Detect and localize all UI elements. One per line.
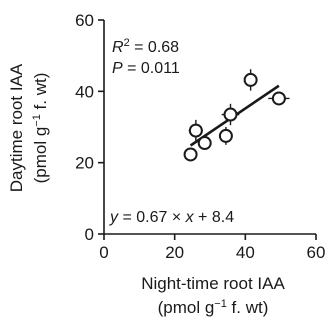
- y-axis-label-line2: (pmol g−1 f. wt): [31, 73, 50, 184]
- x-axis-label-line1: Night-time root IAA: [141, 274, 285, 293]
- x-axis-label-line2: (pmol g−1 f. wt): [158, 298, 269, 317]
- data-point-5: [243, 72, 258, 87]
- x-tick-label-20: 20: [165, 243, 184, 262]
- data-point-0: [183, 147, 198, 162]
- y-tick-label-60: 60: [75, 11, 94, 30]
- y-tick-label-40: 40: [75, 82, 94, 101]
- data-point-3: [218, 128, 233, 143]
- r-squared-annotation: R2 = 0.68: [112, 37, 179, 56]
- y-tick-label-20: 20: [75, 154, 94, 173]
- x-tick-label-60: 60: [307, 243, 326, 262]
- x-tick-label-0: 0: [99, 243, 108, 262]
- y-axis-subtitle: (pmol g−1 f. wt): [31, 73, 50, 184]
- data-point-2: [197, 136, 212, 151]
- plot-area: 0 20 40 60 0 20 40 60: [75, 11, 325, 262]
- y-tick-label-0: 0: [85, 225, 94, 244]
- y-axis-title: Daytime root IAA: [7, 63, 26, 192]
- p-value-annotation: P = 0.011: [112, 60, 180, 77]
- data-point-1: [188, 123, 203, 138]
- x-tick-label-40: 40: [236, 243, 255, 262]
- data-point-4: [223, 107, 238, 122]
- data-point-6: [271, 91, 286, 106]
- y-axis-label-line1: Daytime root IAA: [7, 63, 26, 192]
- regression-equation: y = 0.67 × x + 8.4: [109, 209, 234, 226]
